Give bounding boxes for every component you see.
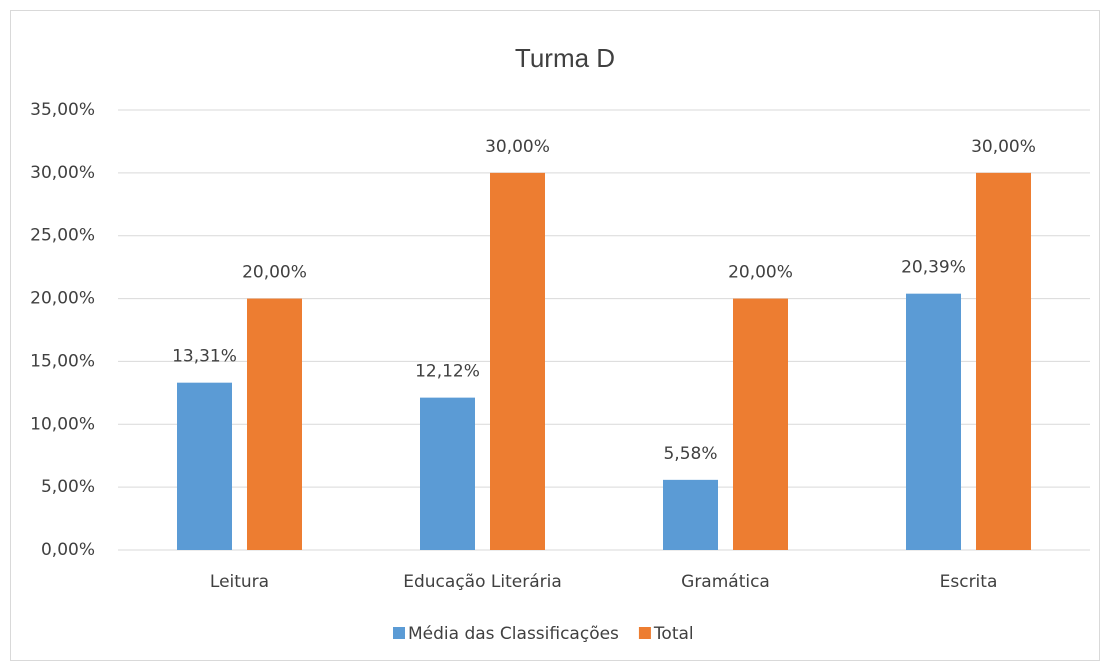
y-tick-label: 10,00% — [30, 414, 95, 434]
legend-swatch — [638, 627, 651, 639]
data-label: 20,00% — [728, 263, 793, 283]
legend-label: Média das Classificações — [408, 624, 619, 644]
x-tick-label: Educação Literária — [403, 572, 562, 592]
x-tick-label: Escrita — [940, 572, 998, 592]
bar — [733, 298, 788, 550]
bar — [906, 293, 961, 550]
bar — [247, 298, 302, 550]
data-label: 20,00% — [242, 263, 307, 283]
y-tick-label: 15,00% — [30, 351, 95, 371]
y-tick-label: 25,00% — [30, 226, 95, 246]
bar — [976, 172, 1031, 550]
y-tick-label: 20,00% — [30, 289, 95, 309]
data-label: 5,58% — [663, 444, 717, 464]
x-tick-label: Gramática — [681, 572, 770, 592]
y-tick-label: 5,00% — [41, 477, 95, 497]
data-label: 30,00% — [485, 137, 550, 157]
data-label: 20,39% — [901, 258, 966, 278]
data-label: 12,12% — [415, 362, 480, 382]
bar — [663, 479, 718, 550]
legend-swatch — [393, 627, 405, 639]
y-tick-label: 0,00% — [41, 540, 95, 560]
chart-title: Turma D — [515, 43, 615, 73]
bar — [177, 382, 232, 550]
bar — [420, 397, 475, 550]
y-tick-label: 35,00% — [30, 100, 95, 120]
data-label: 13,31% — [172, 347, 237, 367]
y-tick-label: 30,00% — [30, 163, 95, 183]
data-label: 30,00% — [971, 137, 1036, 157]
x-tick-label: Leitura — [210, 572, 269, 592]
legend-label: Total — [653, 624, 694, 644]
bar — [490, 172, 545, 550]
